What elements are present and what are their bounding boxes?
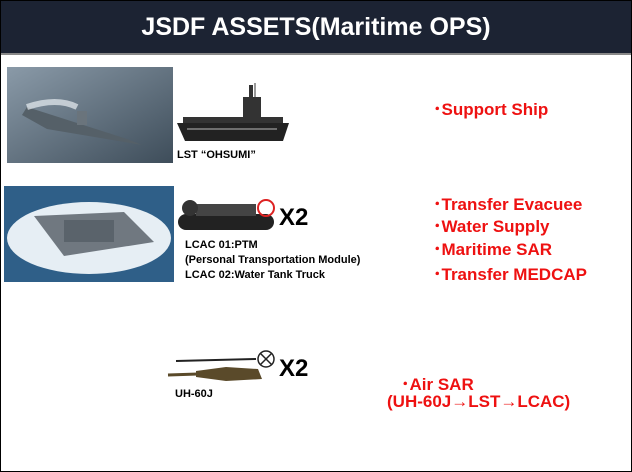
role: ･Support Ship bbox=[433, 95, 548, 120]
hovercraft-photo bbox=[4, 186, 174, 282]
lcac-icon bbox=[176, 194, 280, 234]
role: ･Water Supply bbox=[433, 212, 550, 237]
helicopter-icon bbox=[166, 349, 278, 389]
asset-label: LCAC 02:Water Tank Truck bbox=[185, 269, 325, 281]
asset-label: UH-60J bbox=[175, 388, 213, 400]
slide: JSDF ASSETS(Maritime OPS) LST “OHSUMI” ･… bbox=[0, 0, 632, 472]
ship-photo bbox=[7, 67, 173, 163]
multiplier: X2 bbox=[279, 204, 308, 232]
role: (UH-60J→LST→LCAC) bbox=[387, 392, 570, 412]
multiplier: X2 bbox=[279, 355, 308, 383]
role: ･Transfer MEDCAP bbox=[433, 260, 587, 285]
slide-title: JSDF ASSETS(Maritime OPS) bbox=[1, 1, 631, 55]
asset-label: LCAC 01:PTM bbox=[185, 239, 258, 251]
asset-label: (Personal Transportation Module) bbox=[185, 254, 360, 266]
asset-label: LST “OHSUMI” bbox=[177, 149, 256, 161]
ship-icon bbox=[173, 79, 293, 147]
role: ･Maritime SAR bbox=[433, 235, 552, 260]
